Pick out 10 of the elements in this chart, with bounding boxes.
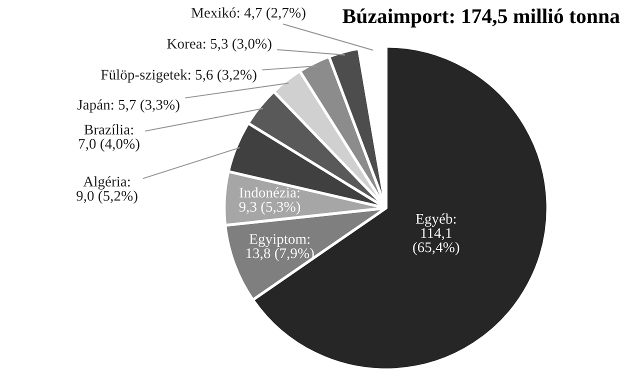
slice-label: Korea: 5,3 (3,0%): [167, 38, 272, 52]
slice-label: Algéria: 9,0 (5,2%): [76, 176, 138, 204]
slice-label: Japán: 5,7 (3,3%): [77, 99, 180, 113]
chart-title: Búzaimport: 174,5 millió tonna: [342, 8, 620, 28]
slice-label: Brazília: 7,0 (4,0%): [79, 124, 140, 152]
slice-label: Indonézia: 9,3 (5,3%): [239, 187, 300, 215]
slice-label: Mexikó: 4,7 (2,7%): [191, 7, 306, 21]
slice-label: Egyéb: 114,1 (65,4%): [413, 213, 460, 256]
slice-label: Fülöp-szigetek: 5,6 (3,2%): [101, 69, 256, 83]
slice-label: Egyiptom: 13,8 (7,9%): [246, 234, 314, 262]
